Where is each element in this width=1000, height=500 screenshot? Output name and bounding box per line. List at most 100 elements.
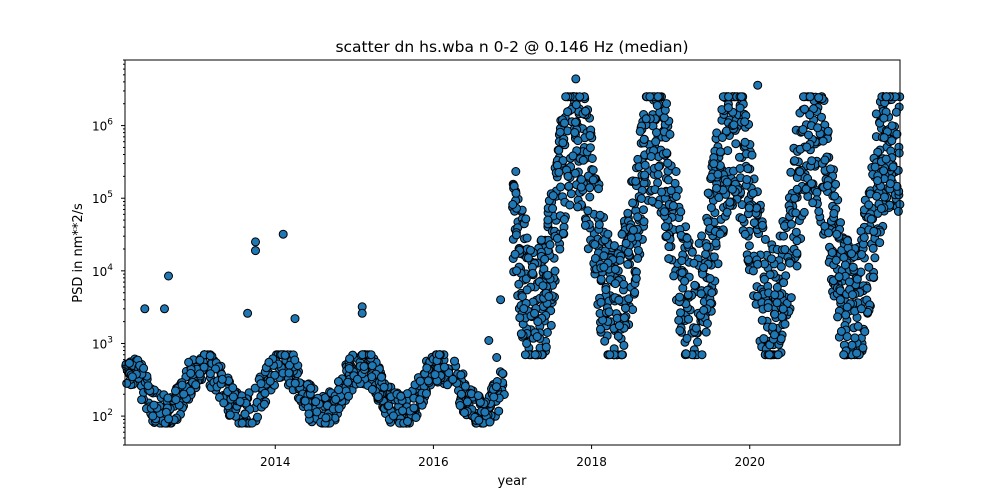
data-point — [744, 203, 754, 213]
data-point — [366, 350, 376, 360]
data-point — [403, 417, 412, 426]
data-point — [580, 220, 590, 230]
data-point — [512, 266, 522, 276]
data-point — [450, 356, 459, 366]
data-point — [820, 155, 830, 165]
data-point — [596, 324, 605, 334]
data-point — [665, 129, 675, 139]
data-point — [561, 92, 571, 102]
data-point — [564, 181, 574, 191]
data-point — [778, 304, 788, 314]
data-point — [570, 128, 580, 137]
data-point — [786, 219, 796, 229]
data-point — [585, 192, 595, 202]
data-point — [578, 155, 588, 165]
data-point — [520, 350, 530, 360]
data-point — [823, 126, 833, 136]
data-point — [311, 397, 321, 407]
data-point — [544, 292, 554, 301]
data-point — [588, 165, 598, 175]
data-point — [742, 175, 752, 184]
data-point — [171, 386, 180, 396]
data-point — [753, 80, 763, 90]
data-point — [820, 221, 830, 231]
data-point — [306, 383, 316, 393]
data-points — [121, 74, 905, 428]
data-point — [434, 350, 444, 360]
data-point — [515, 313, 525, 323]
data-point — [563, 171, 573, 181]
data-point — [744, 241, 754, 251]
data-point — [270, 370, 280, 380]
data-point — [599, 251, 609, 261]
chart-title: scatter dn hs.wba n 0-2 @ 0.146 Hz (medi… — [335, 38, 688, 56]
data-point — [740, 137, 750, 147]
data-point — [423, 376, 433, 386]
data-point — [675, 326, 685, 336]
data-point — [605, 350, 615, 360]
data-point — [668, 201, 678, 211]
data-point — [565, 200, 575, 210]
data-point — [657, 187, 667, 197]
data-point — [662, 99, 671, 109]
data-point — [343, 377, 353, 387]
data-point — [576, 182, 586, 192]
data-point — [455, 401, 465, 410]
data-point — [729, 120, 739, 130]
data-point — [610, 279, 620, 289]
data-point — [494, 406, 504, 416]
data-point — [594, 220, 604, 230]
data-point — [770, 309, 780, 319]
data-point — [847, 249, 856, 259]
data-point — [280, 350, 290, 360]
data-point — [662, 231, 672, 241]
data-point — [594, 184, 603, 194]
data-point — [415, 376, 425, 386]
data-point — [880, 192, 889, 202]
data-point — [687, 247, 697, 257]
data-point — [396, 391, 406, 401]
data-point — [550, 266, 560, 276]
data-point — [676, 308, 685, 318]
data-point — [373, 392, 383, 402]
data-point — [631, 176, 641, 186]
data-point — [164, 414, 174, 424]
data-point — [790, 156, 800, 166]
data-point — [566, 189, 576, 199]
data-point — [864, 200, 874, 210]
data-point — [887, 136, 897, 146]
data-point — [888, 162, 898, 172]
data-point — [872, 191, 882, 201]
data-point — [587, 154, 597, 163]
data-point — [460, 381, 470, 391]
data-point — [699, 305, 709, 315]
data-point — [334, 404, 344, 414]
data-point — [521, 214, 531, 224]
data-point — [881, 92, 891, 102]
data-point — [856, 304, 866, 314]
data-point — [617, 350, 627, 360]
data-point — [480, 407, 490, 417]
data-point — [824, 228, 833, 238]
data-point — [511, 188, 521, 198]
data-point — [723, 146, 733, 156]
data-point — [716, 147, 725, 157]
data-point — [752, 291, 762, 301]
data-point — [870, 253, 880, 263]
data-point — [639, 205, 648, 215]
data-point — [571, 100, 581, 110]
data-point — [300, 396, 310, 406]
data-point — [651, 137, 661, 147]
data-point — [545, 240, 555, 250]
data-point — [800, 104, 809, 114]
data-point — [691, 323, 701, 333]
data-point — [195, 369, 205, 379]
x-tick-label: 2020 — [734, 455, 765, 469]
data-point — [484, 336, 494, 345]
data-point — [798, 125, 808, 134]
data-point — [256, 379, 266, 389]
data-point — [251, 237, 260, 247]
data-point — [791, 208, 801, 218]
data-point — [489, 392, 499, 402]
data-point — [671, 167, 681, 176]
